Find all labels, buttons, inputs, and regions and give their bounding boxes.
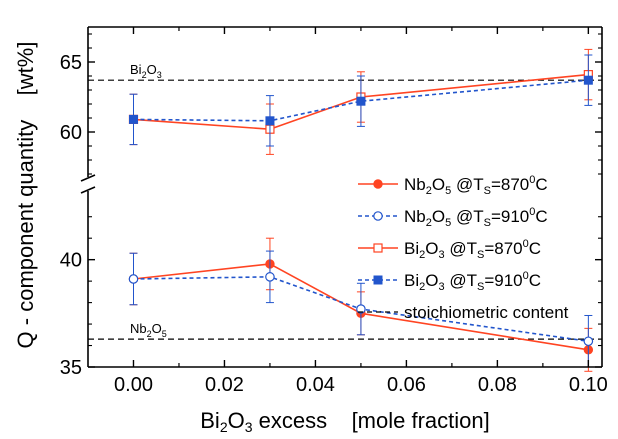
- data-point: [265, 116, 275, 126]
- legend-marker: [373, 179, 383, 189]
- x-tick-label: 0.04: [296, 374, 335, 396]
- y-tick-label: 60: [60, 122, 82, 144]
- reference-lines: Bi2O3 Nb2O5: [88, 62, 602, 340]
- legend-marker: [373, 243, 383, 253]
- y-tick-label: 40: [60, 250, 82, 272]
- legend: Nb2O5 @TS=8700C Nb2O5 @TS=9100C Bi2O3 @TS=…: [358, 174, 569, 322]
- y-tick-label: 35: [60, 357, 82, 379]
- data-point: [128, 114, 138, 124]
- legend-entry: Bi2O3 @TS=8700C: [358, 238, 541, 261]
- axis-labels: Bi2O3 excess [mole fraction] Q - componen…: [13, 42, 490, 435]
- series-line: [133, 276, 589, 343]
- series-3: [128, 54, 593, 147]
- data-point: [356, 304, 366, 314]
- legend-entry: Nb2O5 @TS=8700C: [358, 174, 548, 197]
- legend-label: Bi2O3 @TS=8700C: [404, 238, 541, 261]
- legend-entry: stoichiometric content: [358, 303, 569, 322]
- x-tick-label: 0.00: [114, 374, 153, 396]
- x-axis-label: Bi2O3 excess [mole fraction]: [200, 408, 489, 435]
- y-tick-label: 65: [60, 52, 82, 74]
- legend-marker: [373, 211, 383, 221]
- reference-line-label: Bi2O3: [130, 62, 162, 80]
- legend-marker: [373, 275, 383, 285]
- series-line: [133, 73, 589, 131]
- data-point: [128, 274, 139, 284]
- x-tick-label: 0.10: [569, 374, 608, 396]
- data-point: [265, 272, 275, 282]
- data-point: [356, 96, 366, 106]
- x-tick-label: 0.06: [387, 374, 426, 396]
- legend-label: Nb2O5 @TS=9100C: [404, 206, 548, 229]
- legend-entry: Bi2O3 @TS=9100C: [358, 270, 541, 293]
- reference-line-label: Nb2O5: [130, 321, 167, 339]
- y-axis-label: Q - component quantity [wt%]: [13, 42, 38, 349]
- x-tick-label: 0.02: [205, 374, 244, 396]
- axis-break-mark: [80, 186, 96, 194]
- legend-label: stoichiometric content: [404, 303, 569, 322]
- axis-break-mark: [80, 174, 96, 182]
- legend-entry: Nb2O5 @TS=9100C: [358, 206, 548, 229]
- series-line: [133, 79, 589, 122]
- series-line: [133, 263, 589, 351]
- axes: 0.00 0.02 0.04 0.06 0.08 0.10 60 65 35 40: [60, 26, 608, 396]
- legend-label: Nb2O5 @TS=8700C: [404, 174, 548, 197]
- data-point: [583, 336, 594, 347]
- legend-label: Bi2O3 @TS=9100C: [404, 270, 541, 293]
- data-point: [583, 75, 593, 85]
- series-layer: [128, 48, 594, 372]
- x-tick-label: 0.08: [478, 374, 517, 396]
- series-1: [128, 250, 594, 368]
